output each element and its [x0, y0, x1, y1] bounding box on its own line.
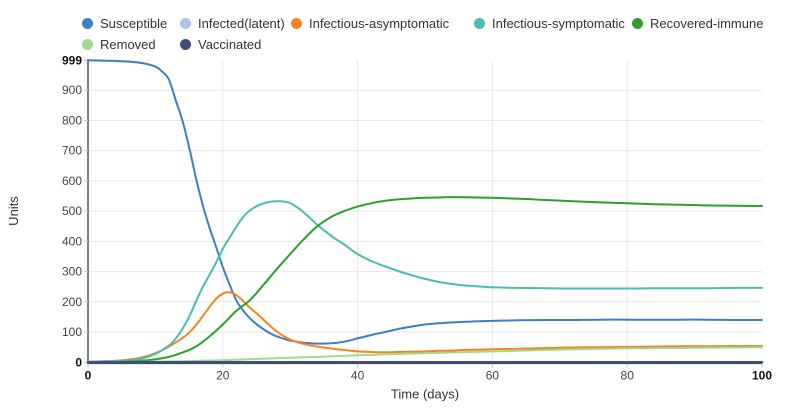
- legend-item-removed[interactable]: Removed: [82, 36, 156, 52]
- y-tick-label: 400: [62, 234, 82, 248]
- series-lines: [86, 59, 764, 364]
- y-tick-label: 700: [62, 144, 82, 158]
- infectious-asymptomatic-dot-icon: [291, 17, 302, 29]
- legend-item-susceptible[interactable]: Susceptible: [82, 15, 168, 31]
- legend-label: Recovered-immune: [650, 15, 764, 31]
- susceptible-dot-icon: [82, 17, 93, 29]
- legend-label: Infectious-asymptomatic: [309, 15, 450, 31]
- legend-item-infectious-symptomatic[interactable]: Infectious-symptomatic: [474, 15, 625, 31]
- y-tick-label: 800: [62, 114, 82, 128]
- recovered-immune-dot-icon: [632, 17, 643, 29]
- legend-item-recovered-immune[interactable]: Recovered-immune: [632, 15, 764, 31]
- axes: 0 100 200 300 400 500 600 700 800 900 999 0 20 40 60 80…: [62, 53, 772, 382]
- series-line-susceptible[interactable]: [87, 59, 763, 345]
- legend-label: Susceptible: [100, 15, 168, 31]
- series-line-infectious-asymptomatic[interactable]: [87, 291, 763, 363]
- legend-item-infectious-asymptomatic[interactable]: Infectious-asymptomatic: [291, 15, 450, 31]
- x-tick-label: 100: [752, 368, 772, 382]
- series-line-recovered-immune[interactable]: [87, 196, 763, 364]
- legend-item-vaccinated[interactable]: Vaccinated: [180, 36, 262, 52]
- y-tick-label: 500: [62, 204, 82, 218]
- y-tick-label: 999: [62, 53, 82, 67]
- legend-label: Removed: [100, 36, 156, 52]
- infectious-symptomatic-dot-icon: [474, 17, 485, 29]
- y-tick-label: 200: [62, 295, 82, 309]
- y-tick-label: 300: [62, 265, 82, 279]
- x-tick-label: 80: [621, 368, 635, 382]
- legend-label: Infectious-symptomatic: [492, 15, 625, 31]
- y-tick-label: 0: [75, 355, 82, 369]
- series-line-removed[interactable]: [87, 346, 763, 364]
- y-tick-label: 900: [62, 83, 82, 97]
- y-tick-label: 100: [62, 325, 82, 339]
- gridlines: [88, 60, 762, 364]
- x-tick-label: 0: [85, 368, 92, 382]
- x-tick-label: 40: [351, 368, 365, 382]
- infected-latent-dot-icon: [180, 17, 191, 29]
- removed-dot-icon: [82, 38, 93, 50]
- x-axis-title: Time (days): [391, 386, 459, 401]
- series-line-infectious-symptomatic[interactable]: [87, 200, 763, 363]
- legend-label: Vaccinated: [198, 36, 262, 52]
- x-tick-label: 20: [216, 368, 230, 382]
- x-tick-label: 60: [486, 368, 500, 382]
- legend-label: Infected(latent): [198, 15, 285, 31]
- legend-item-infected-latent[interactable]: Infected(latent): [180, 15, 285, 31]
- y-axis-title: Units: [6, 196, 21, 226]
- vaccinated-dot-icon: [180, 38, 191, 50]
- chart-legend: Susceptible Infected(latent) Infectious-…: [0, 0, 800, 56]
- y-tick-label: 600: [62, 174, 82, 188]
